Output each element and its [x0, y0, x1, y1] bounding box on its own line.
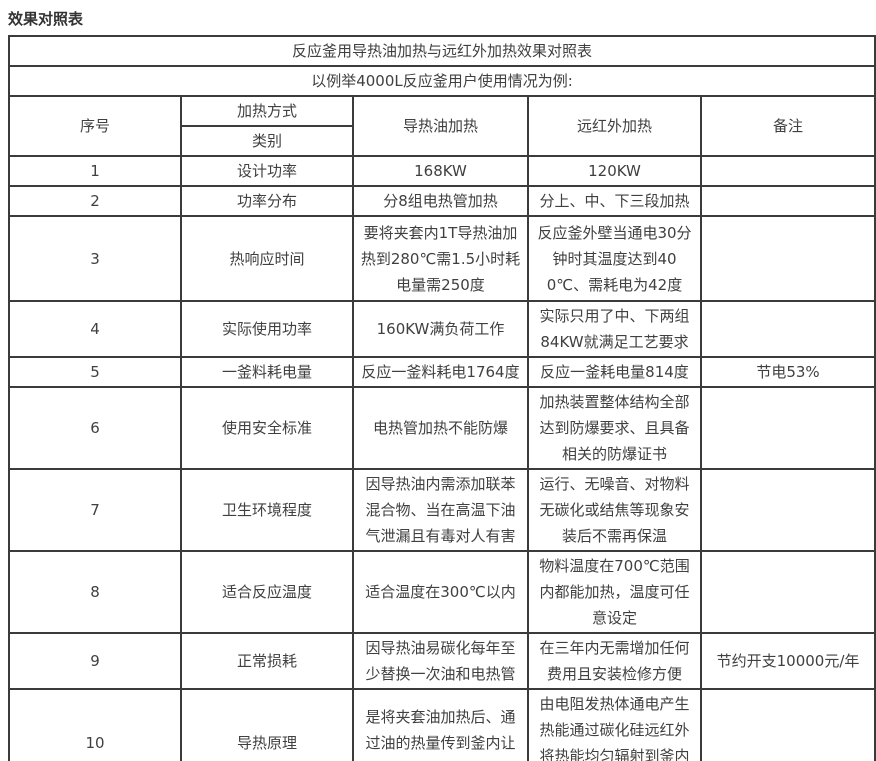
table-row: 4 实际使用功率 160KW满负荷工作 实际只用了中、下两组84KW就满足工艺要…: [8, 300, 876, 358]
table-row: 3 热响应时间 要将夹套内1T导热油加热到280℃需1.5小时耗电量需250度 …: [8, 215, 876, 302]
cell-category: 导热原理: [180, 688, 354, 761]
header-category: 类别: [180, 125, 354, 157]
cell-oil: 适合温度在300℃以内: [352, 550, 529, 634]
cell-category: 一釜料耗电量: [180, 356, 354, 388]
header-oil: 导热油加热: [352, 95, 529, 157]
cell-category: 卫生环境程度: [180, 468, 354, 552]
cell-category: 功率分布: [180, 185, 354, 217]
table-row: 8 适合反应温度 适合温度在300℃以内 物料温度在700℃范围内都能加热，温度…: [8, 550, 876, 634]
table-row: 5 一釜料耗电量 反应一釜料耗电1764度 反应一釜耗电量814度 节电53%: [8, 356, 876, 388]
table-row: 1 设计功率 168KW 120KW: [8, 155, 876, 187]
cell-seq: 2: [8, 185, 182, 217]
cell-category: 适合反应温度: [180, 550, 354, 634]
cell-seq: 7: [8, 468, 182, 552]
cell-infrared: 反应一釜耗电量814度: [527, 356, 702, 388]
cell-infrared: 120KW: [527, 155, 702, 187]
cell-seq: 1: [8, 155, 182, 187]
cell-oil: 分8组电热管加热: [352, 185, 529, 217]
cell-infrared: 分上、中、下三段加热: [527, 185, 702, 217]
cell-infrared: 由电阻发热体通电产生热能通过碳化硅远红外将热能均匀辐射到釜内物料: [527, 688, 702, 761]
cell-oil: 因导热油内需添加联苯混合物、当在高温下油气泄漏且有毒对人有害: [352, 468, 529, 552]
comparison-table: 反应釜用导热油加热与远红外加热效果对照表 以例举4000L反应釜用户使用情况为例…: [7, 35, 876, 761]
cell-oil: 反应一釜料耗电1764度: [352, 356, 529, 388]
cell-note: [699, 300, 876, 358]
cell-infrared: 实际只用了中、下两组84KW就满足工艺要求: [527, 300, 702, 358]
cell-oil: 电热管加热不能防爆: [352, 386, 529, 470]
cell-infrared: 运行、无噪音、对物料无碳化或结焦等现象安装后不需再保温: [527, 468, 702, 552]
cell-seq: 4: [8, 300, 182, 358]
table-row: 2 功率分布 分8组电热管加热 分上、中、下三段加热: [8, 185, 876, 217]
cell-note: [699, 185, 876, 217]
header-seq: 序号: [8, 95, 182, 157]
cell-seq: 10: [8, 688, 182, 761]
cell-note: [699, 215, 876, 302]
cell-note: [699, 688, 876, 761]
cell-category: 设计功率: [180, 155, 354, 187]
cell-category: 实际使用功率: [180, 300, 354, 358]
page-heading: 效果对照表: [8, 10, 84, 28]
cell-category: 热响应时间: [180, 215, 354, 302]
table-title: 反应釜用导热油加热与远红外加热效果对照表: [7, 35, 876, 67]
cell-category: 正常损耗: [180, 632, 354, 690]
table-subtitle: 以例举4000L反应釜用户使用情况为例:: [7, 65, 876, 97]
cell-note: [699, 550, 876, 634]
cell-note: [699, 155, 876, 187]
cell-seq: 3: [8, 215, 182, 302]
cell-seq: 9: [8, 632, 182, 690]
cell-note: 节约开支10000元/年: [699, 632, 876, 690]
table-row: 10 导热原理 是将夹套油加热后、通过油的热量传到釜内让其物料吸热 由电阻发热体…: [8, 688, 876, 761]
cell-note: [699, 468, 876, 552]
cell-infrared: 加热装置整体结构全部达到防爆要求、且具备相关的防爆证书: [527, 386, 702, 470]
cell-seq: 8: [8, 550, 182, 634]
table-row: 9 正常损耗 因导热油易碳化每年至少替换一次油和电热管 在三年内无需增加任何费用…: [8, 632, 876, 690]
cell-infrared: 物料温度在700℃范围内都能加热，温度可任意设定: [527, 550, 702, 634]
cell-note: [699, 386, 876, 470]
header-infrared: 远红外加热: [527, 95, 702, 157]
cell-infrared: 在三年内无需增加任何费用且安装检修方便: [527, 632, 702, 690]
cell-oil: 要将夹套内1T导热油加热到280℃需1.5小时耗电量需250度: [352, 215, 529, 302]
cell-oil: 是将夹套油加热后、通过油的热量传到釜内让其物料吸热: [352, 688, 529, 761]
cell-infrared: 反应釜外壁当通电30分钟时其温度达到400℃、需耗电为42度: [527, 215, 702, 302]
cell-oil: 168KW: [352, 155, 529, 187]
table-row: 6 使用安全标准 电热管加热不能防爆 加热装置整体结构全部达到防爆要求、且具备相…: [8, 386, 876, 470]
cell-oil: 160KW满负荷工作: [352, 300, 529, 358]
cell-seq: 5: [8, 356, 182, 388]
cell-oil: 因导热油易碳化每年至少替换一次油和电热管: [352, 632, 529, 690]
header-note: 备注: [699, 95, 876, 157]
cell-note: 节电53%: [699, 356, 876, 388]
cell-category: 使用安全标准: [180, 386, 354, 470]
header-method: 加热方式: [180, 95, 354, 127]
cell-seq: 6: [8, 386, 182, 470]
table-row: 7 卫生环境程度 因导热油内需添加联苯混合物、当在高温下油气泄漏且有毒对人有害 …: [8, 468, 876, 552]
